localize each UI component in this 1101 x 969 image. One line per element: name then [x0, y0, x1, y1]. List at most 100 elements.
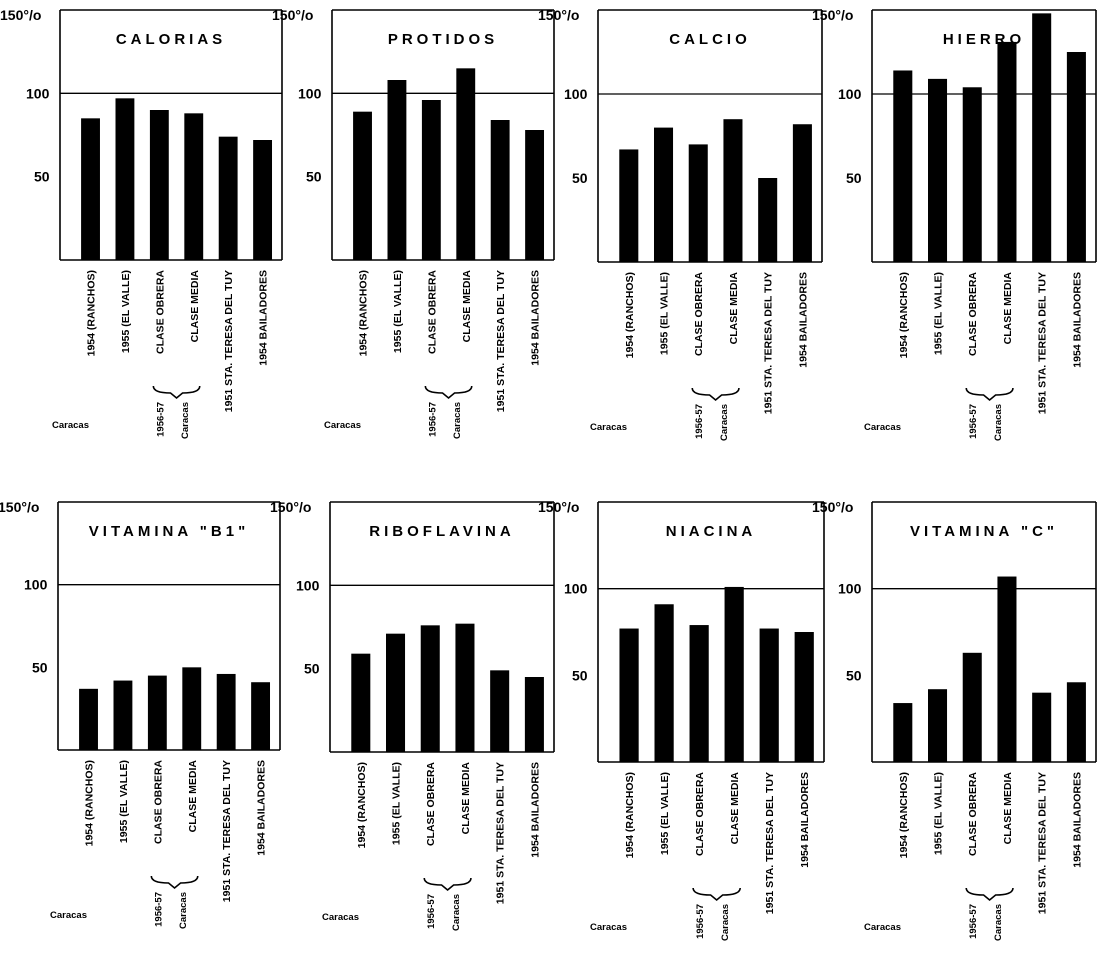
chart-8-category-label-1: 1954 (RANCHOS): [898, 772, 910, 858]
chart-1-bar-6: [253, 140, 273, 260]
chart-5-category-label-5: 1951 STA. TERESA DEL TUY: [221, 760, 233, 902]
chart-3-category-label-5: 1951 STA. TERESA DEL TUY: [763, 272, 775, 414]
chart-7-bar-5: [759, 628, 779, 762]
chart-3-bar-1: [619, 149, 639, 262]
chart-2-group-brace: [424, 385, 473, 400]
chart-4-ytick-50: 50: [846, 170, 862, 186]
chart-3-bar-6: [792, 124, 812, 263]
chart-3-bar-5: [758, 178, 778, 262]
chart-5-bar-4: [182, 667, 202, 750]
chart-5-category-label-1: 1954 (RANCHOS): [84, 760, 96, 846]
chart-3-category-label-2: 1955 (EL VALLE): [659, 272, 671, 355]
chart-6-bar-3: [420, 625, 440, 752]
chart-1-bar-1: [81, 118, 100, 260]
chart-5-category-label-4: CLASE MEDIA: [187, 760, 199, 833]
chart-4-category-label-6: 1954 BAILADORES: [1071, 272, 1083, 368]
chart-5-period-label: 1956-57: [153, 892, 164, 927]
chart-5-period-city-label: Caracas: [178, 892, 189, 929]
chart-8-category-label-3: CLASE OBRERA: [967, 772, 979, 856]
chart-6-category-label-1: 1954 (RANCHOS): [356, 762, 368, 848]
chart-6-bar-1: [351, 653, 371, 752]
chart-4-category-label-1: 1954 (RANCHOS): [898, 272, 910, 358]
chart-4-ytick-100: 100: [838, 86, 862, 102]
chart-7-bar-1: [619, 628, 639, 762]
chart-7-period-label: 1956-57: [695, 904, 706, 939]
chart-7-category-label-6: 1954 BAILADORES: [799, 772, 811, 868]
chart-5-category-label-2: 1955 (EL VALLE): [118, 760, 130, 843]
chart-2-category-label-3: CLASE OBRERA: [426, 270, 438, 354]
chart-6-category-label-3: CLASE OBRERA: [425, 762, 437, 846]
chart-6-category-label-6: 1954 BAILADORES: [529, 762, 541, 858]
chart-5-caracas-label: Caracas: [50, 910, 87, 921]
chart-7-bar-6: [794, 632, 814, 762]
chart-2-bar-3: [421, 100, 441, 260]
chart-2-period-label: 1956-57: [427, 402, 438, 437]
chart-2-category-label-6: 1954 BAILADORES: [530, 270, 542, 366]
chart-7-bar-3: [689, 625, 709, 762]
chart-1-ytop-label: 150°/o: [0, 7, 41, 23]
chart-8-category-label-2: 1955 (EL VALLE): [933, 772, 945, 855]
chart-2-category-label-2: 1955 (EL VALLE): [392, 270, 404, 353]
chart-4-bar-4: [997, 41, 1017, 262]
chart-7-ytop-label: 150°/o: [538, 499, 579, 515]
chart-1-category-label-6: 1954 BAILADORES: [258, 270, 270, 366]
chart-4-category-label-2: 1955 (EL VALLE): [933, 272, 945, 355]
chart-7-period-city-label: Caracas: [720, 904, 731, 941]
chart-4-bar-2: [928, 78, 948, 262]
chart-4-category-label-5: 1951 STA. TERESA DEL TUY: [1037, 272, 1049, 414]
chart-8-bar-4: [997, 576, 1017, 762]
chart-6-category-label-5: 1951 STA. TERESA DEL TUY: [495, 762, 507, 904]
chart-6-group-brace: [423, 877, 472, 892]
chart-7-category-label-1: 1954 (RANCHOS): [624, 772, 636, 858]
chart-4-group-brace: [965, 387, 1014, 402]
chart-5-bar-5: [216, 673, 236, 750]
chart-4-bar-1: [893, 70, 913, 262]
chart-8-period-city-label: Caracas: [993, 904, 1004, 941]
chart-8-category-label-5: 1951 STA. TERESA DEL TUY: [1037, 772, 1049, 914]
chart-4-category-label-4: CLASE MEDIA: [1002, 272, 1014, 345]
chart-7-bar-2: [654, 604, 674, 762]
chart-3-ytick-100: 100: [564, 86, 588, 102]
chart-3-ytick-50: 50: [572, 170, 588, 186]
chart-3-category-label-6: 1954 BAILADORES: [797, 272, 809, 368]
chart-2-title: PROTIDOS: [388, 31, 498, 48]
chart-4-caracas-label: Caracas: [864, 422, 901, 433]
chart-2-bar-6: [525, 130, 545, 260]
chart-6-bar-4: [455, 623, 475, 752]
chart-8-bar-3: [962, 652, 982, 762]
chart-6-caracas-label: Caracas: [322, 912, 359, 923]
chart-8-caracas-label: Caracas: [864, 922, 901, 933]
chart-8-category-label-6: 1954 BAILADORES: [1071, 772, 1083, 868]
chart-4-period-label: 1956-57: [968, 404, 979, 439]
chart-2-bar-4: [456, 68, 476, 260]
chart-6-title: RIBOFLAVINA: [369, 523, 514, 540]
chart-8-period-label: 1956-57: [968, 904, 979, 939]
chart-5-category-label-6: 1954 BAILADORES: [256, 760, 268, 856]
chart-1-category-label-1: 1954 (RANCHOS): [86, 270, 98, 356]
chart-3-period-label: 1956-57: [694, 404, 705, 439]
chart-4-bar-5: [1032, 13, 1052, 262]
chart-4-bar-3: [962, 87, 982, 262]
chart-1-category-label-2: 1955 (EL VALLE): [120, 270, 132, 353]
chart-6-bar-6: [524, 677, 544, 752]
chart-5-bar-1: [79, 688, 98, 750]
chart-6-ytick-50: 50: [304, 661, 320, 677]
chart-7-category-label-5: 1951 STA. TERESA DEL TUY: [764, 772, 776, 914]
chart-3-caracas-label: Caracas: [590, 422, 627, 433]
chart-1-bar-2: [115, 98, 135, 260]
chart-3-category-label-3: CLASE OBRERA: [693, 272, 705, 356]
chart-2-bar-2: [387, 80, 407, 260]
chart-3-bar-4: [723, 119, 743, 262]
chart-1-group-brace: [152, 385, 201, 400]
chart-1-period-label: 1956-57: [155, 402, 166, 437]
chart-4-category-label-3: CLASE OBRERA: [967, 272, 979, 356]
chart-5-group-brace: [150, 875, 199, 890]
chart-3-title: CALCIO: [669, 31, 751, 48]
chart-1-caracas-label: Caracas: [52, 420, 89, 431]
chart-6-bar-5: [490, 670, 510, 752]
chart-2-caracas-label: Caracas: [324, 420, 361, 431]
chart-6-period-city-label: Caracas: [451, 894, 462, 931]
chart-2-bar-5: [490, 120, 510, 260]
chart-6-ytick-100: 100: [296, 577, 320, 593]
